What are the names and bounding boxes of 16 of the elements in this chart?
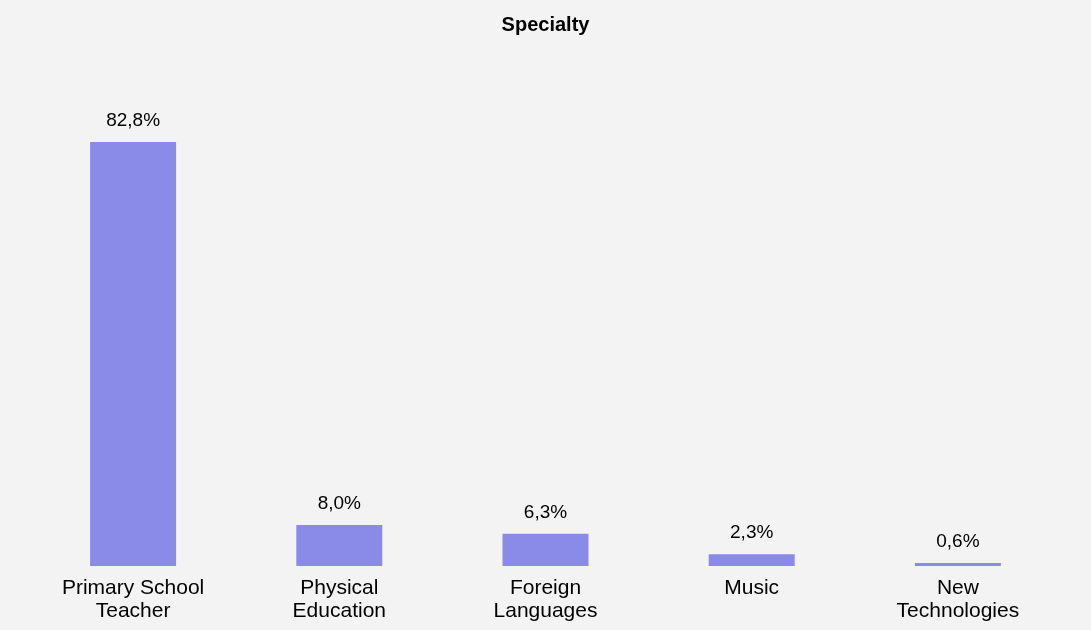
data-label: 8,0%	[317, 492, 362, 514]
x-tick-label: Music	[724, 574, 780, 598]
x-tick-label: Physical Education	[292, 574, 386, 621]
x-tick-label: New Technologies	[896, 574, 1020, 621]
bar	[296, 525, 383, 566]
bar	[90, 141, 177, 566]
chart-title: Specialty	[501, 13, 591, 35]
bar	[914, 562, 1001, 566]
bar	[502, 533, 589, 566]
x-tick-label: Primary School Teacher	[61, 574, 205, 621]
bar	[708, 554, 795, 566]
data-label: 82,8%	[106, 108, 161, 130]
data-label: 2,3%	[730, 521, 774, 543]
x-tick-label: Foreign Languages	[493, 574, 598, 621]
data-label: 6,3%	[523, 500, 568, 522]
data-label: 0,6%	[936, 529, 980, 551]
